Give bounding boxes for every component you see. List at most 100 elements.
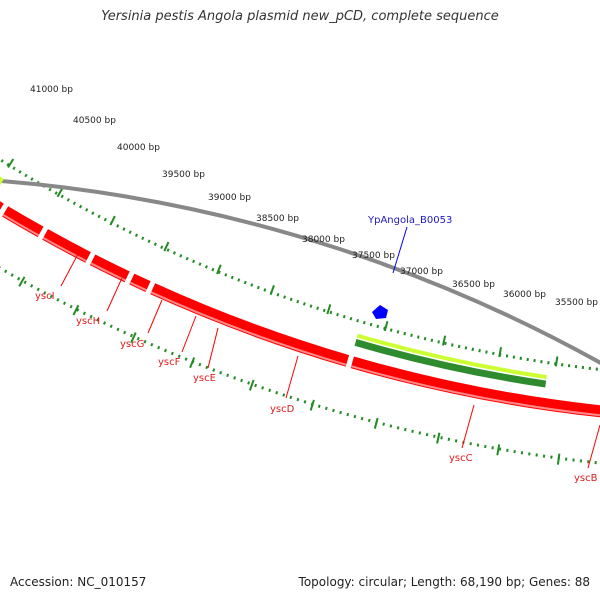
gene-leader-line (207, 327, 219, 369)
ruler-dot (282, 393, 286, 397)
reverse-cds-arc[interactable] (0, 143, 4, 186)
ruler-dot (219, 370, 223, 375)
gene-label[interactable]: yscH (76, 316, 100, 327)
ruler-dot (367, 418, 371, 423)
ruler-dot (275, 390, 279, 395)
feature-marker[interactable] (372, 305, 388, 319)
ruler-dot (170, 351, 174, 356)
accession-text: Accession: NC_010157 (10, 575, 147, 589)
ruler-dot (89, 314, 93, 319)
dark-feature-arc[interactable] (354, 339, 547, 388)
inner-ruler-dot (505, 354, 509, 358)
forward-cds-highlight (129, 281, 147, 292)
inner-ruler-dot (450, 343, 454, 347)
ruler-dot (136, 336, 140, 341)
ruler-dot (261, 386, 265, 390)
ruler-dot (205, 365, 209, 370)
inner-ruler-dot (389, 328, 393, 332)
inner-ruler-dot (376, 324, 380, 329)
gene-label[interactable]: yscF (158, 357, 181, 368)
ruler-dot (62, 301, 67, 306)
ruler-dot (102, 321, 107, 325)
ruler-label: 36500 bp (452, 280, 495, 290)
ruler-label: 37500 bp (352, 251, 395, 261)
inner-ruler-dot (60, 194, 64, 199)
ypangola-b0053-feature[interactable]: YpAngola_B0053 (367, 215, 452, 319)
forward-cds-arc[interactable] (350, 356, 600, 418)
forward-cds-arc[interactable] (89, 254, 130, 283)
inner-ruler-dot (48, 187, 52, 192)
gene-label[interactable]: yscI (35, 291, 55, 302)
ruler-dot (23, 280, 27, 285)
inner-major-tick (326, 304, 332, 315)
inner-major-tick (216, 264, 222, 275)
inner-ruler-dot (362, 320, 366, 325)
gene-label[interactable]: yscD (270, 404, 295, 415)
inner-ruler-dot (97, 214, 101, 219)
ruler-label: 35500 bp (555, 298, 598, 308)
ruler-major-tick (130, 332, 137, 344)
inner-major-tick (269, 284, 275, 296)
feature-label[interactable]: YpAngola_B0053 (367, 215, 452, 226)
ruler-dot (353, 414, 357, 419)
inner-ruler-dot (403, 331, 407, 336)
inner-ruler-dot (478, 349, 481, 353)
inner-major-tick (56, 187, 64, 198)
ruler-dot (289, 395, 293, 400)
ruler-dot (447, 437, 451, 442)
inner-ruler-dot (263, 288, 267, 292)
ruler-labels: 41000 bp 40500 bp 40000 bp 39500 bp 39000 bp… (30, 85, 598, 308)
gene-label[interactable]: yscE (193, 373, 216, 384)
inner-ruler-dot (217, 270, 221, 274)
ruler-dot (317, 404, 321, 408)
gene-labels: yscI yscH yscG yscF yscE yscD yscC yscB (35, 253, 600, 484)
ruler-dot (491, 446, 494, 450)
ruler-label: 40000 bp (117, 143, 160, 153)
ruler-dot (396, 426, 400, 430)
ruler-label: 38500 bp (256, 214, 299, 224)
ruler-dot (382, 422, 386, 426)
ruler-dot (36, 287, 40, 292)
forward-cds-highlight (42, 237, 87, 262)
inner-ruler-dot (18, 170, 22, 174)
ruler-major-tick (309, 399, 315, 411)
ruler-dot (476, 443, 480, 447)
inner-ruler-dot (471, 347, 475, 351)
ruler-dot (109, 324, 113, 329)
reverse-cds-arc[interactable] (356, 333, 547, 380)
forward-cds-arc[interactable] (0, 197, 4, 210)
inner-ruler-dot (416, 335, 420, 339)
ruler-dot (332, 408, 335, 413)
inner-ruler-dot (289, 297, 293, 302)
reverse-feature-track (0, 143, 547, 388)
forward-cds-highlight (350, 365, 600, 417)
ruler-major-tick (249, 379, 255, 391)
ruler-dot (4, 269, 8, 274)
ruler-dot (296, 397, 300, 402)
inner-ruler-dot (283, 295, 287, 299)
inner-ruler-dot (24, 173, 28, 178)
inner-ruler-dot (302, 302, 306, 306)
ruler-label: 39000 bp (208, 193, 251, 203)
ruler-major-tick (373, 417, 379, 429)
ruler-dot (484, 444, 487, 449)
forward-cds-arc[interactable] (129, 273, 151, 293)
ruler-dot (247, 381, 251, 385)
inner-ruler-dot (166, 248, 170, 252)
inner-ruler-dot (6, 162, 10, 167)
inner-ruler-dot (519, 356, 523, 360)
forward-cds-arc[interactable] (150, 283, 350, 367)
gene-leader-line (106, 277, 123, 312)
gene-label[interactable]: yscB (574, 473, 598, 484)
forward-cds-arc[interactable] (2, 206, 44, 238)
ruler-dot (226, 373, 230, 378)
gene-label[interactable]: yscC (449, 453, 473, 464)
gene-label[interactable]: yscG (120, 339, 144, 350)
ruler-label: 39500 bp (162, 170, 205, 180)
inner-ruler-dot (396, 330, 400, 334)
inner-major-tick (163, 241, 170, 252)
inner-ruler-dot (66, 198, 70, 202)
forward-cds-arc[interactable] (42, 229, 91, 263)
inner-ruler-ticks (0, 158, 598, 371)
